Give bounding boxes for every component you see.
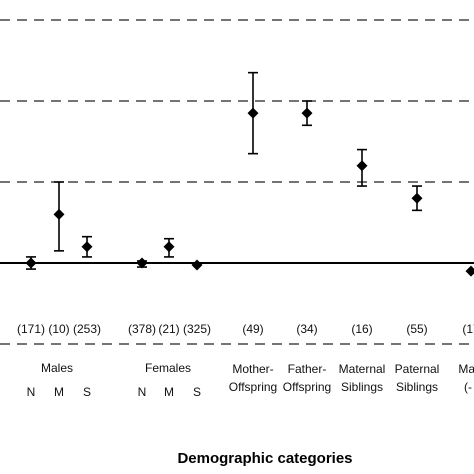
n-label: (55) — [406, 322, 427, 336]
diamond-marker — [465, 265, 474, 277]
grid-lines — [0, 19, 474, 345]
data-point — [191, 259, 203, 271]
x-axis-label: Demographic categories — [177, 450, 352, 467]
data-point — [356, 148, 368, 187]
group-label: Females — [145, 361, 191, 375]
category-labels: (171) (10) (253) (378) (21) (325) (49) (34) (16)… — [17, 322, 474, 399]
diamond-marker — [136, 257, 148, 269]
group-label: Mother- — [232, 362, 273, 376]
group-label: Siblings — [341, 380, 383, 394]
n-label: (16) — [351, 322, 372, 336]
diamond-marker — [356, 160, 368, 172]
diamond-marker — [25, 257, 37, 269]
n-label: (171) — [17, 322, 45, 336]
sub-label: N — [138, 385, 147, 399]
data-point — [81, 235, 93, 258]
n-label: (49) — [242, 322, 263, 336]
sub-label: N — [27, 385, 36, 399]
group-label: Paternal — [395, 362, 440, 376]
diamond-marker — [81, 241, 93, 253]
diamond-marker — [191, 259, 203, 271]
n-label: (10) — [48, 322, 69, 336]
data-point — [53, 181, 65, 252]
group-label: Siblings — [396, 380, 438, 394]
sub-label: M — [164, 385, 174, 399]
sub-label: S — [83, 385, 91, 399]
sub-label: S — [193, 385, 201, 399]
data-marks — [25, 71, 474, 277]
data-point — [411, 185, 423, 212]
group-label: Maternal — [339, 362, 386, 376]
data-point — [465, 265, 474, 277]
n-label: (378) — [128, 322, 156, 336]
sub-label: M — [54, 385, 64, 399]
group-label: Father- — [288, 362, 327, 376]
data-point — [136, 257, 148, 269]
diamond-marker — [163, 241, 175, 253]
group-label: Offspring — [229, 380, 277, 394]
diamond-marker — [247, 107, 259, 119]
data-point — [25, 256, 37, 270]
group-label: Males — [41, 361, 73, 375]
diamond-marker — [53, 208, 65, 220]
diamond-marker — [301, 107, 313, 119]
n-label: (17 — [462, 322, 474, 336]
n-label: (34) — [296, 322, 317, 336]
n-label: (21) — [158, 322, 179, 336]
data-point — [247, 71, 259, 155]
n-label: (325) — [183, 322, 211, 336]
diamond-marker — [411, 192, 423, 204]
data-point — [163, 237, 175, 258]
data-point — [301, 100, 313, 127]
group-label: Offspring — [283, 380, 331, 394]
group-label: (- — [464, 380, 472, 394]
group-label: Mal — [458, 362, 474, 376]
n-label: (253) — [73, 322, 101, 336]
